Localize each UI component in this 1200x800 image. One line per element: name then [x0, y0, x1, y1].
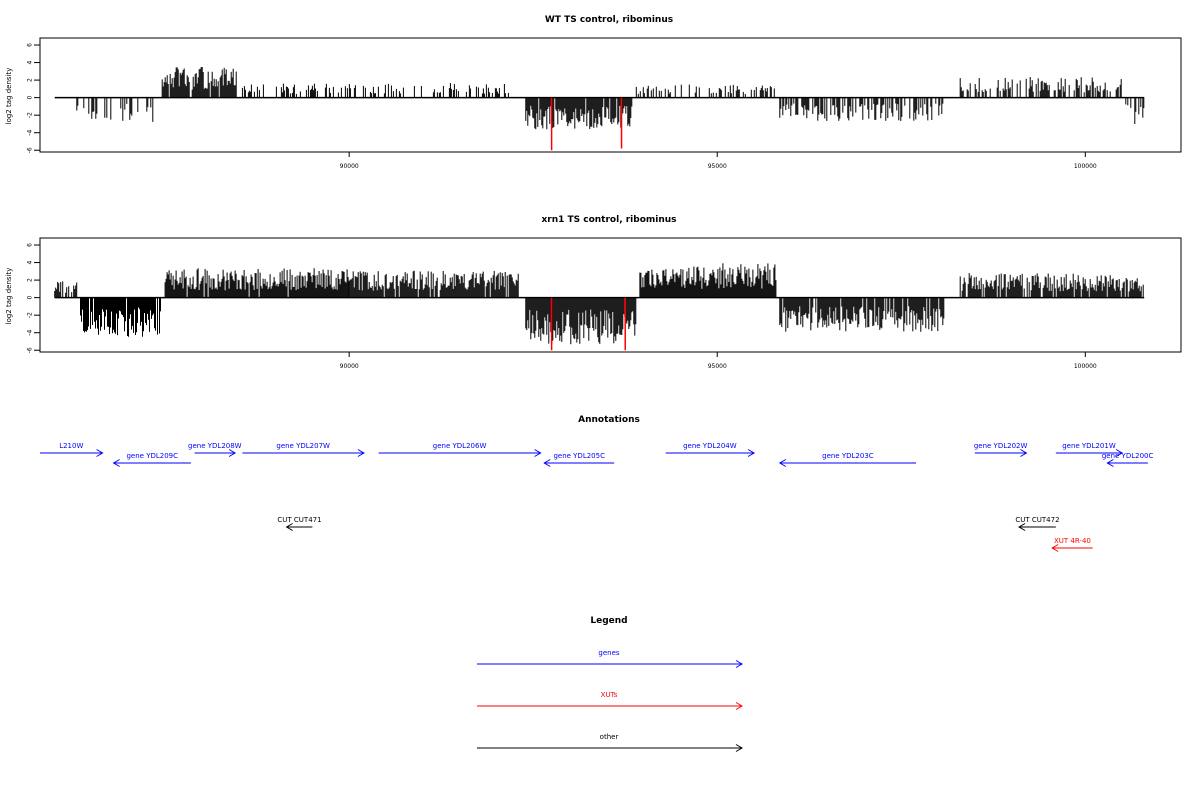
annotations-title: Annotations [578, 415, 640, 425]
annotation-arrow [543, 459, 615, 467]
xrn1-y-tick-label: -6 [27, 347, 34, 353]
annotation-label: gene YDL201W [1062, 442, 1116, 450]
annotation-label: gene YDL206W [433, 442, 487, 450]
xrn1-highlight-bars [550, 297, 626, 351]
annotation-arrow [665, 449, 756, 457]
xrn1-y-tick-label: 0 [27, 296, 34, 300]
annotation-arrow [778, 459, 916, 467]
xrn1-x-tick-label: 95000 [708, 363, 727, 370]
legend-label: other [600, 733, 619, 741]
legend-title: Legend [590, 616, 627, 626]
annotation-arrow [112, 459, 191, 467]
annotation-arrow [1106, 459, 1148, 467]
annotation-arrow [1055, 449, 1124, 457]
wt-bars [76, 67, 1145, 130]
annotation-label: gene YDL207W [276, 442, 330, 450]
annotation-arrow [194, 449, 237, 457]
wt-y-tick-label: 4 [27, 60, 34, 64]
legend-arrow-xuts [477, 702, 743, 710]
annotation-arrow [40, 449, 104, 457]
annotation-arrow [1051, 544, 1093, 552]
wt-track-panel: WT TS control, ribominus log2 tag densit… [5, 15, 1182, 170]
annotation-arrow [378, 449, 542, 457]
xrn1-y-tick-label: 6 [27, 243, 34, 247]
annotation-label: XUT 4R-40 [1054, 537, 1091, 545]
annotation-label: gene YDL209C [126, 452, 178, 460]
annotations-panel: Annotations L210W gene YDL209C gene YDL208… [40, 415, 1154, 552]
annotation-arrow [974, 449, 1028, 457]
wt-y-axis: 6 4 2 0 -2 -4 -6 [27, 43, 41, 153]
xrn1-y-tick-label: -2 [27, 312, 34, 318]
legend-items: genes XUTs other [477, 649, 743, 752]
annotation-label: CUT CUT471 [277, 516, 321, 524]
legend-label: XUTs [601, 691, 618, 699]
wt-y-tick-label: 2 [27, 78, 34, 82]
xrn1-y-axis-label: log2 tag density [5, 268, 13, 325]
wt-x-tick-label: 100000 [1074, 163, 1097, 170]
xrn1-track-title: xrn1 TS control, ribominus [541, 215, 676, 225]
wt-x-axis: 90000 95000 100000 [340, 152, 1097, 170]
wt-highlight-bars [550, 97, 623, 151]
legend-arrow-other [477, 744, 743, 752]
xrn1-bars [54, 263, 1144, 345]
xrn1-track-panel: xrn1 TS control, ribominus log2 tag dens… [5, 215, 1182, 370]
wt-y-tick-label: -6 [27, 147, 34, 153]
annotation-label: L210W [59, 442, 83, 450]
xrn1-y-axis: 6 4 2 0 -2 -4 -6 [27, 243, 41, 353]
legend-arrow-genes [477, 660, 743, 668]
wt-y-axis-label: log2 tag density [5, 68, 13, 125]
annotation-arrow [1018, 523, 1056, 531]
annotation-label: gene YDL205C [553, 452, 605, 460]
wt-y-tick-label: 0 [27, 96, 34, 100]
annotation-label: CUT CUT472 [1015, 516, 1059, 524]
xrn1-x-tick-label: 90000 [340, 363, 359, 370]
annotation-label: gene YDL208W [188, 442, 242, 450]
xrn1-x-axis: 90000 95000 100000 [340, 352, 1097, 370]
wt-x-tick-label: 95000 [708, 163, 727, 170]
wt-y-tick-label: -2 [27, 112, 34, 118]
legend-label: genes [598, 649, 619, 657]
wt-track-title: WT TS control, ribominus [545, 15, 673, 25]
wt-y-tick-label: 6 [27, 43, 34, 47]
xrn1-x-tick-label: 100000 [1074, 363, 1097, 370]
xrn1-y-tick-label: 4 [27, 260, 34, 264]
legend-panel: Legend genes XUTs other [477, 616, 743, 752]
xrn1-y-tick-label: 2 [27, 278, 34, 282]
annotation-label: gene YDL204W [683, 442, 737, 450]
annotation-features: L210W gene YDL209C gene YDL208W gene YDL207… [40, 442, 1154, 552]
annotation-label: gene YDL200C [1102, 452, 1154, 460]
annotation-label: gene YDL203C [822, 452, 874, 460]
annotation-label: gene YDL202W [974, 442, 1028, 450]
annotation-arrow [242, 449, 365, 457]
wt-x-tick-label: 90000 [340, 163, 359, 170]
annotation-arrow [285, 523, 313, 531]
xrn1-y-tick-label: -4 [27, 330, 34, 336]
wt-y-tick-label: -4 [27, 130, 34, 136]
